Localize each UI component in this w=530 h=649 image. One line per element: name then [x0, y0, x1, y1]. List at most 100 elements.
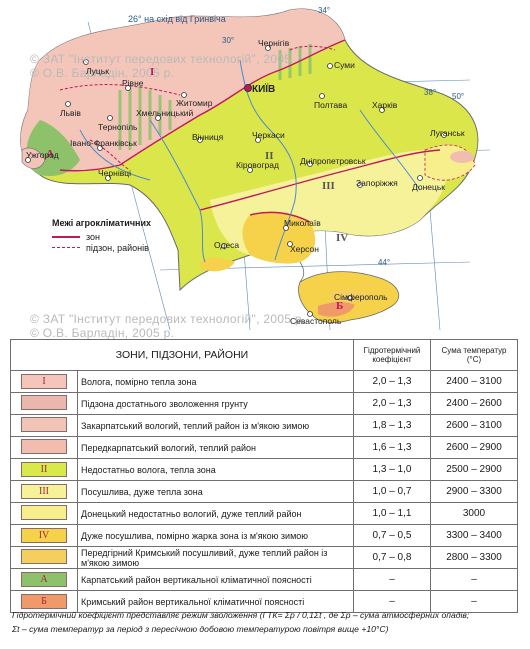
- zone-gtk: 1,0 – 1,1: [353, 502, 431, 525]
- zone-label-i: I: [150, 66, 155, 78]
- city-label: Сімферополь: [334, 292, 388, 302]
- city-label: Дніпропетровськ: [300, 156, 366, 166]
- degree-label: 44°: [378, 258, 391, 267]
- table-row: Донецький недостатньо вологий, дуже тепл…: [10, 502, 518, 525]
- city-label: Полтава: [314, 100, 348, 110]
- table-row: Закарпатський вологий, теплий район із м…: [10, 414, 518, 437]
- legend-item-subzone: підзон, районів: [52, 242, 151, 253]
- zone-swatch-cell: [10, 502, 78, 525]
- city-label: Херсон: [290, 244, 319, 254]
- zone-temp-sum: 3300 – 3400: [430, 524, 518, 547]
- zone-description: Дуже посушлива, помірно жарка зона із м'…: [77, 524, 354, 547]
- zone-swatch: Б: [21, 594, 67, 609]
- legend-line-solid: [52, 235, 80, 238]
- zone-description: Підзона достатнього зволоження грунту: [77, 392, 354, 415]
- table-row: Б Кримський район вертикальної кліматично…: [10, 590, 518, 613]
- legend-label: зон: [86, 231, 101, 242]
- zone-gtk: 2,0 – 1,3: [353, 370, 431, 393]
- zone-temp-sum: –: [430, 568, 518, 591]
- zone-swatch: [21, 505, 67, 520]
- degree-label: 30°: [222, 36, 235, 45]
- zone-iv-area: [242, 212, 316, 264]
- city-label: Житомир: [176, 98, 213, 108]
- city-label: Миколаїв: [284, 218, 321, 228]
- zone-temp-sum: 2400 – 2600: [430, 392, 518, 415]
- zone-description: Передгірний Кримський посушливий, дуже т…: [77, 546, 354, 569]
- zone-label-iv: IV: [336, 232, 349, 244]
- zone-gtk: –: [353, 568, 431, 591]
- table-row: A Карпатський район вертикальної кліматич…: [10, 568, 518, 591]
- zone-description: Волога, помірно тепла зона: [77, 370, 354, 393]
- footnote: Гідротермічний коефіцієнт представляє ре…: [12, 608, 520, 636]
- zone-swatch: A: [21, 572, 67, 587]
- zone-b-area: [318, 302, 355, 317]
- zone-temp-sum: 2400 – 3100: [430, 370, 518, 393]
- map-legend: Межі агрокліматичних зон підзон, районів: [52, 218, 151, 253]
- degree-label: 34°: [318, 6, 331, 15]
- table-row: II Недостатньо волога, тепла зона 1,3 – 1,…: [10, 458, 518, 481]
- legend-title: Межі агрокліматичних: [52, 218, 152, 228]
- zone-swatch-cell: I: [10, 370, 78, 393]
- city-label: Львів: [60, 108, 81, 118]
- table-row: Передгірний Кримський посушливий, дуже т…: [10, 546, 518, 569]
- city-label: Хмельницький: [136, 108, 194, 118]
- zone-swatch-cell: [10, 546, 78, 569]
- zone-temp-sum: 2500 – 2900: [430, 458, 518, 481]
- table-row: IV Дуже посушлива, помірно жарка зона із …: [10, 524, 518, 547]
- zone-description: Кримський район вертикальної кліматичної…: [77, 590, 354, 613]
- zone-temp-sum: –: [430, 590, 518, 613]
- city-label: Вінниця: [192, 132, 224, 142]
- city-label: Чернівці: [98, 168, 131, 178]
- zone-gtk: 1,6 – 1,3: [353, 436, 431, 459]
- zone-label-a: A: [46, 148, 54, 160]
- city-label: Ужгород: [26, 150, 59, 160]
- zone-temp-sum: 2600 – 3100: [430, 414, 518, 437]
- zone-label-ii: II: [265, 150, 274, 162]
- watermark: © ЗАТ "Інститут передових технологій", 2…: [30, 312, 306, 326]
- zone-swatch: [21, 439, 67, 454]
- capital-label: КИЇВ: [252, 84, 276, 95]
- city-label: Харків: [372, 100, 398, 110]
- table-header-zones: ЗОНИ, ПІДЗОНИ, РАЙОНИ: [10, 339, 354, 371]
- legend-line-dashed: [52, 247, 80, 248]
- zone-description: Передкарпатський вологий, теплий район: [77, 436, 354, 459]
- zone-swatch-cell: [10, 392, 78, 415]
- zone-gtk: 0,7 – 0,5: [353, 524, 431, 547]
- zone-gtk: 1,3 – 1,0: [353, 458, 431, 481]
- zone-swatch: IV: [21, 528, 67, 543]
- zone-swatch-cell: [10, 414, 78, 437]
- footnote-line-2: Σt – сума температур за період з пересіч…: [12, 624, 389, 634]
- zone-label-iii: III: [322, 180, 335, 192]
- zone-swatch-cell: A: [10, 568, 78, 591]
- zone-gtk: 0,7 – 0,8: [353, 546, 431, 569]
- zone-description: Донецький недостатньо вологий, дуже тепл…: [77, 502, 354, 525]
- zone-swatch-cell: III: [10, 480, 78, 503]
- agroclimatic-map: [20, 8, 491, 331]
- zone-swatch-cell: II: [10, 458, 78, 481]
- zone-swatch: [21, 417, 67, 432]
- zone-swatch: [21, 549, 67, 564]
- watermark: © ЗАТ "Інститут передових технологій", 2…: [30, 52, 292, 66]
- meridian-label: 26° на схід від Гринвіча: [128, 14, 226, 24]
- legend-item-zone: зон: [52, 231, 151, 242]
- zone-swatch-cell: Б: [10, 590, 78, 613]
- zone-temp-sum: 3000: [430, 502, 518, 525]
- watermark: © О.В. Барладін, 2005 р.: [30, 66, 175, 80]
- table-row: III Посушлива, дуже тепла зона 1,0 – 0,7 29…: [10, 480, 518, 503]
- table-row: I Волога, помірно тепла зона 2,0 – 1,3 2400…: [10, 370, 518, 393]
- city-label: Чернігів: [258, 38, 290, 48]
- city-label: Черкаси: [252, 130, 285, 140]
- zone-gtk: 2,0 – 1,3: [353, 392, 431, 415]
- table-header-temp-sum: Сума температур (°С): [430, 339, 518, 371]
- city-label: Луганськ: [430, 128, 465, 138]
- city-label: Севастополь: [290, 316, 342, 326]
- zone-i-area: [20, 9, 346, 175]
- city-label: Кіровоград: [236, 160, 279, 170]
- zone-swatch-cell: [10, 436, 78, 459]
- zone-description: Закарпатський вологий, теплий район із м…: [77, 414, 354, 437]
- degree-label: 38°: [424, 88, 437, 97]
- city-label: Івано-Франківськ: [70, 138, 137, 148]
- legend-label: підзон, районів: [86, 242, 149, 253]
- city-label: Рівне: [122, 78, 144, 88]
- zone-description: Карпатський район вертикальної кліматичн…: [77, 568, 354, 591]
